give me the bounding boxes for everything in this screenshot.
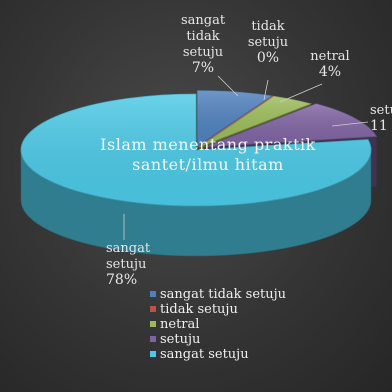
legend-label: sangat setuju [160, 347, 249, 362]
legend-swatch [150, 306, 156, 312]
legend-swatch [150, 321, 156, 327]
pie-slice-sheen-setuju [204, 103, 377, 147]
legend-swatch [150, 351, 156, 357]
legend-label: netral [160, 317, 199, 332]
legend-label: tidak setuju [160, 302, 238, 317]
pie-slice-sheen-netral [199, 96, 311, 147]
legend-item-setuju: setuju [150, 332, 200, 347]
data-label-tidak-setuju: tidak setuju 0% [248, 19, 288, 101]
chart-title: Islam menentang praktik santet/ilmu hitam [100, 135, 316, 174]
legend-swatch [150, 336, 156, 342]
legend-label: sangat tidak setuju [160, 287, 286, 302]
legend-item-netral: netral [150, 317, 199, 332]
leader-line [279, 83, 323, 103]
data-label-sangat-setuju: sangat setuju 78% [106, 214, 151, 288]
data-label-sangat-tidak-setuju: sangat tidak setuju 7% [181, 13, 239, 97]
legend-item-sangat-tidak-setuju: sangat tidak setuju [150, 287, 286, 302]
data-label-setuju: setuju11 [331, 103, 392, 134]
data-label-text: tidak setuju 0% [248, 19, 288, 66]
data-label-text: netral 4% [310, 49, 349, 80]
data-label-text: sangat tidak setuju 7% [181, 13, 226, 76]
data-label-text: setuju11 [370, 103, 392, 134]
leader-line [217, 75, 239, 97]
pie-slice-sheen-sangat-tidak-setuju [197, 90, 272, 147]
leader-line [331, 121, 369, 127]
legend-item-tidak-setuju: tidak setuju [150, 302, 238, 317]
data-label-text: sangat setuju 78% [106, 241, 151, 288]
pie-slice-sheen-sangat-setuju [20, 94, 372, 206]
pie-slice-tidak-setuju [198, 95, 274, 148]
legend-item-sangat-setuju: sangat setuju [150, 347, 249, 362]
leader-line [263, 79, 269, 101]
legend-label: setuju [160, 332, 200, 347]
data-label-netral: netral 4% [279, 49, 350, 103]
legend-swatch [150, 291, 156, 297]
